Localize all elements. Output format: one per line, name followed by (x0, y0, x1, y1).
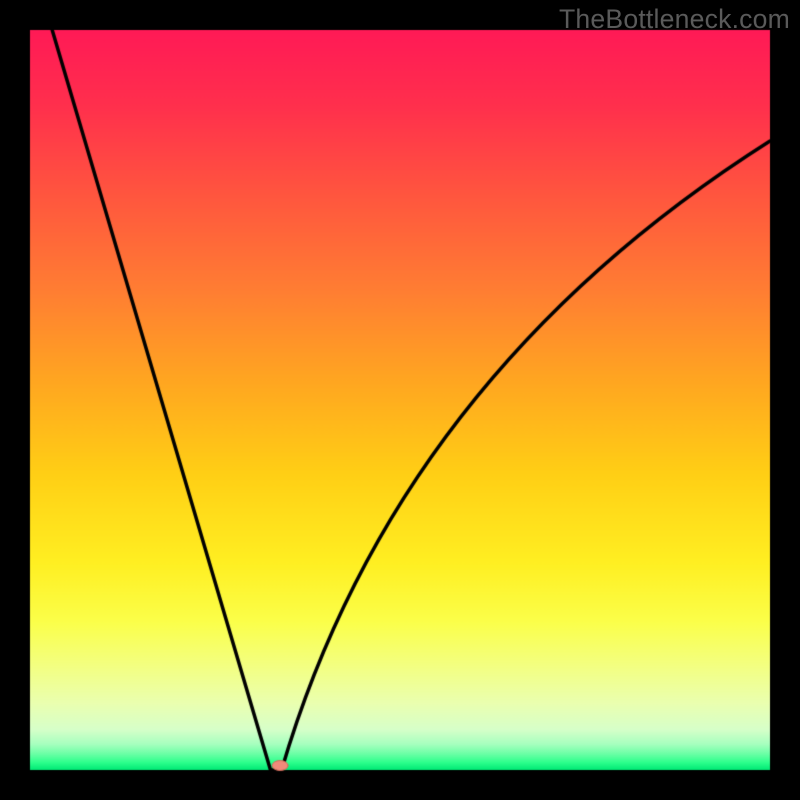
bottleneck-chart: TheBottleneck.com (0, 0, 800, 800)
bottleneck-curve (0, 0, 800, 800)
watermark-text: TheBottleneck.com (559, 4, 790, 35)
